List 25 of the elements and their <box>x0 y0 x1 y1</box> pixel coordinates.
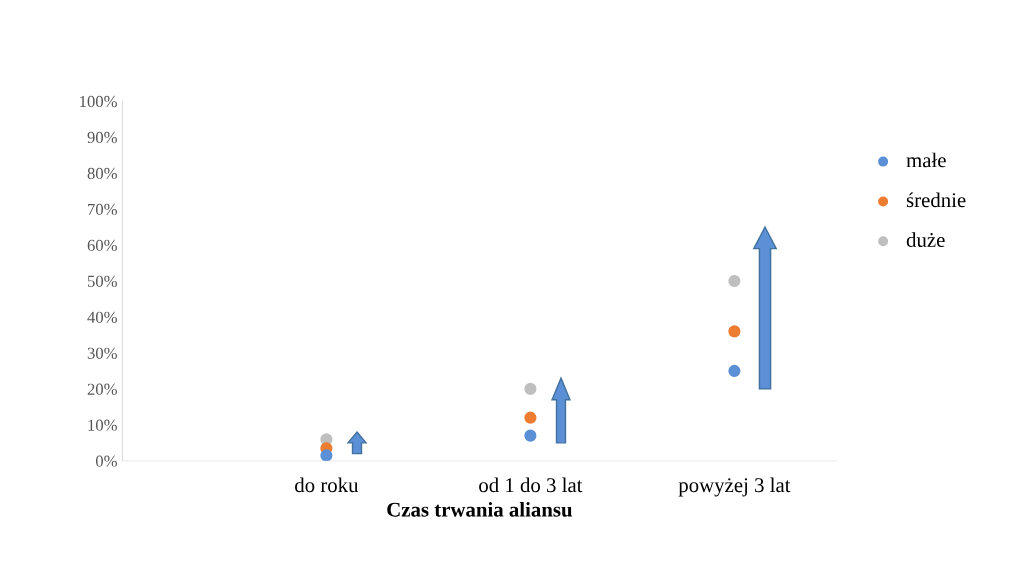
y-tick-label: 60% <box>87 239 117 252</box>
point <box>320 449 333 461</box>
y-tick-label: 80% <box>87 167 117 180</box>
legend-label: średnie <box>906 192 966 208</box>
point <box>524 429 537 442</box>
y-tick-label: 30% <box>87 347 117 359</box>
point <box>728 274 741 288</box>
point <box>524 382 537 395</box>
point <box>728 364 741 377</box>
x-axis-title: Czas trwania aliansu <box>387 502 573 517</box>
point <box>524 411 537 424</box>
point <box>728 325 741 338</box>
x-tick-label: do roku <box>295 477 359 493</box>
legend-label: małe <box>906 152 946 168</box>
y-tick-label: 70% <box>88 203 117 216</box>
x-tick-label: powyżej 3 lat <box>678 477 791 497</box>
y-tick-label: 40% <box>87 311 117 323</box>
y-tick-label: 100% <box>80 95 117 108</box>
y-tick-label: 90% <box>87 131 117 144</box>
y-tick-label: 20% <box>87 383 117 395</box>
x-tick-label: od 1 do 3 lat <box>479 477 583 493</box>
legend-label: duże <box>906 232 945 247</box>
y-tick-label: 50% <box>87 275 117 287</box>
y-tick-label: 10% <box>88 419 117 431</box>
y-tick-label: 0% <box>95 455 117 467</box>
